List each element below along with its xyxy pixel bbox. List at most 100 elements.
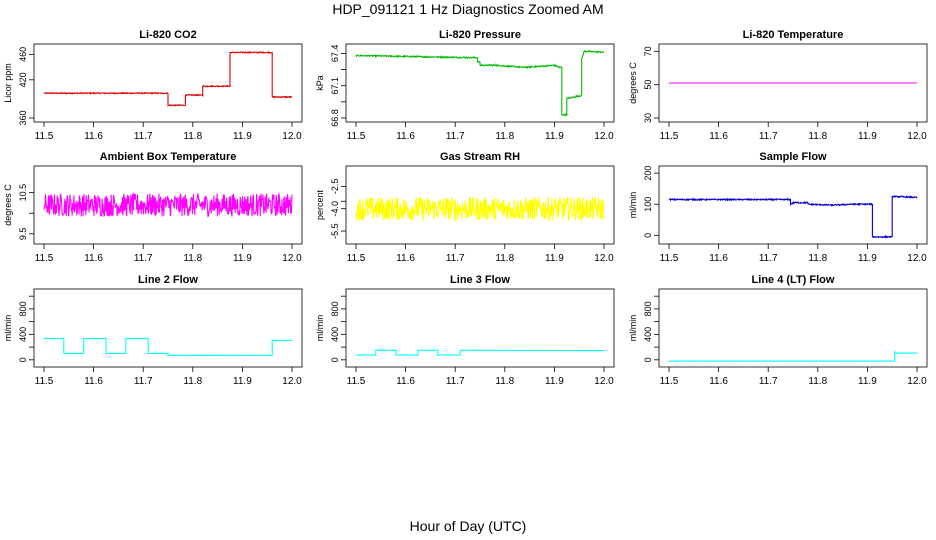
y-axis-label: Licor ppm [3, 63, 13, 103]
x-tick-label: 11.8 [495, 253, 514, 264]
x-tick-label: 11.7 [759, 253, 778, 264]
y-tick-label: 400 [18, 327, 28, 342]
series-line [668, 195, 918, 239]
y-tick-label: 50 [643, 80, 653, 90]
panel-title: Line 4 (LT) Flow [752, 274, 835, 286]
y-tick-label: -4.0 [330, 201, 340, 217]
y-tick-label: 800 [18, 301, 28, 316]
y-tick-label: 800 [643, 301, 653, 316]
y-axis-label: percent [315, 189, 325, 220]
y-tick-label: 9.5 [18, 228, 28, 241]
x-tick-label: 11.5 [347, 376, 366, 387]
x-tick-label: 11.9 [858, 376, 877, 387]
chart-panel: Line 3 Flow 11.5 11.6 11.7 11.8 11.9 12.0 0 400 8… [315, 274, 615, 387]
x-tick-label: 12.0 [594, 376, 614, 387]
y-tick-label: 0 [330, 357, 340, 362]
y-tick-label: 420 [18, 72, 28, 87]
x-axis-label: Hour of Day (UTC) [409, 518, 527, 534]
y-axis-label: degrees C [3, 184, 13, 226]
x-tick-label: 11.6 [709, 253, 728, 264]
figure-title: HDP_091121 1 Hz Diagnostics Zoomed AM [332, 1, 604, 17]
y-axis-label: degrees C [628, 62, 638, 104]
y-axis-label: kPa [315, 75, 325, 91]
plot-frame [658, 43, 928, 123]
panel-title: Li-820 Pressure [439, 29, 521, 41]
x-tick-label: 11.7 [759, 131, 778, 142]
chart-panel: Line 2 Flow 11.5 11.6 11.7 11.8 11.9 12.0 0 400 8… [3, 274, 303, 387]
x-tick-label: 11.8 [808, 376, 827, 387]
y-axis-label: ml/min [628, 192, 638, 219]
x-tick-label: 11.8 [183, 253, 202, 264]
x-tick-label: 11.6 [84, 376, 103, 387]
x-tick-label: 11.7 [134, 376, 153, 387]
series-line [355, 50, 605, 117]
plot-frame [345, 288, 615, 368]
chart-panel: Sample Flow 11.5 11.6 11.7 11.8 11.9 12.0 0 100 2… [628, 151, 928, 264]
x-tick-label: 11.5 [660, 131, 679, 142]
x-tick-label: 11.5 [660, 376, 679, 387]
y-tick-label: 800 [330, 301, 340, 316]
y-tick-label: -5.5 [330, 223, 340, 239]
x-tick-label: 11.6 [396, 131, 415, 142]
chart-panel: Li-820 Pressure 11.5 11.6 11.7 11.8 11.9 12.0 6… [315, 29, 615, 142]
y-axis-label: ml/min [315, 315, 325, 342]
plot-frame [658, 288, 928, 368]
x-tick-label: 12.0 [594, 131, 614, 142]
y-axis-label: ml/min [3, 315, 13, 342]
y-tick-label: 67.4 [330, 45, 340, 63]
x-tick-label: 11.8 [808, 131, 827, 142]
y-tick-label: 100 [643, 197, 653, 212]
panel-title: Li-820 Temperature [743, 29, 844, 41]
x-tick-label: 11.7 [446, 253, 465, 264]
x-tick-label: 11.6 [84, 253, 103, 264]
x-tick-label: 11.6 [709, 131, 728, 142]
y-tick-label: 70 [643, 46, 653, 56]
x-tick-label: 11.5 [35, 376, 54, 387]
y-tick-label: 460 [18, 47, 28, 62]
series-line [356, 349, 604, 357]
y-tick-label: 200 [643, 166, 653, 181]
x-tick-label: 11.5 [660, 253, 679, 264]
x-tick-label: 11.8 [183, 376, 202, 387]
series-line [44, 337, 293, 357]
x-tick-label: 11.8 [495, 376, 514, 387]
y-tick-label: 400 [643, 327, 653, 342]
x-tick-label: 11.9 [545, 131, 564, 142]
y-tick-label: 66.8 [330, 109, 340, 127]
x-tick-label: 11.5 [35, 131, 54, 142]
x-tick-label: 12.0 [282, 376, 302, 387]
y-axis-label: ml/min [628, 315, 638, 342]
series-line [43, 50, 293, 107]
x-tick-label: 11.9 [233, 376, 252, 387]
plot-frame [33, 288, 303, 368]
y-tick-label: -2.5 [330, 179, 340, 195]
x-tick-label: 11.9 [545, 253, 564, 264]
x-tick-label: 11.5 [35, 253, 54, 264]
panel-title: Li-820 CO2 [139, 29, 196, 41]
series-line [43, 192, 293, 218]
x-tick-label: 11.8 [183, 131, 202, 142]
series-line [355, 196, 605, 223]
y-tick-label: 400 [330, 327, 340, 342]
x-tick-label: 11.5 [347, 131, 366, 142]
x-tick-label: 11.7 [446, 376, 465, 387]
x-tick-label: 11.6 [396, 376, 415, 387]
y-tick-label: 0 [643, 233, 653, 238]
x-tick-label: 11.7 [134, 253, 153, 264]
x-tick-label: 11.6 [396, 253, 415, 264]
chart-panel: Li-820 CO2 11.5 11.6 11.7 11.8 11.9 12.0 360 420… [3, 29, 303, 142]
chart-panel: Line 4 (LT) Flow 11.5 11.6 11.7 11.8 11.9 12.0… [628, 274, 928, 387]
x-tick-label: 11.9 [233, 253, 252, 264]
plot-frame [345, 165, 615, 245]
y-tick-label: 0 [643, 357, 653, 362]
x-tick-label: 12.0 [594, 253, 614, 264]
x-tick-label: 11.7 [759, 376, 778, 387]
plot-frame [33, 43, 303, 123]
chart-panel: Gas Stream RH 11.5 11.6 11.7 11.8 11.9 12.0 -5.… [315, 151, 615, 264]
x-tick-label: 11.9 [858, 131, 877, 142]
x-tick-label: 12.0 [907, 253, 927, 264]
x-tick-label: 11.9 [858, 253, 877, 264]
x-tick-label: 11.7 [446, 131, 465, 142]
chart-panel: Ambient Box Temperature 11.5 11.6 11.7 11.8 1… [3, 151, 303, 264]
